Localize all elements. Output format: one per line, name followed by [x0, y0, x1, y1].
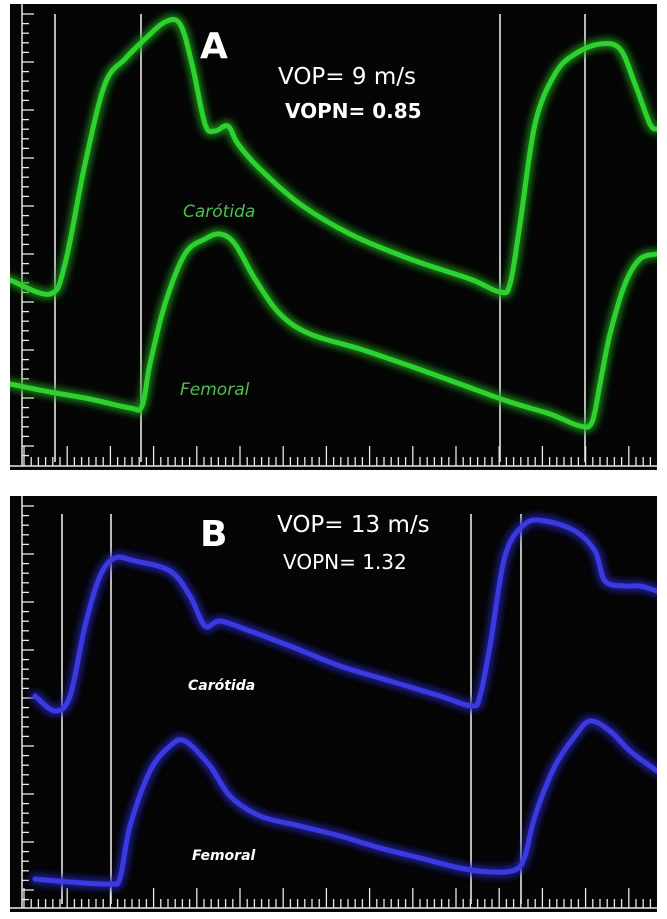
- vopn-value-b: VOPN= 1.32: [283, 550, 407, 574]
- carotid-wave-a-glow: [10, 13, 657, 300]
- waveform-plot-a: [10, 4, 657, 467]
- femoral-label-b: Femoral: [192, 848, 256, 864]
- carotid-wave-b: [32, 517, 657, 714]
- panel-letter-a: A: [200, 26, 228, 67]
- panel-a: A VOP= 9 m/s VOPN= 0.85 Carótida Femoral: [10, 4, 657, 470]
- waveform-plot-b: [10, 496, 657, 909]
- carotid-wave-a: [10, 16, 657, 297]
- vop-value-a: VOP= 9 m/s: [278, 64, 416, 90]
- femoral-wave-b: [32, 718, 657, 887]
- vop-value-b: VOP= 13 m/s: [277, 512, 430, 538]
- femoral-label-a: Femoral: [180, 380, 250, 400]
- carotid-wave-b-glow: [29, 514, 657, 717]
- carotid-label-b: Carótida: [188, 678, 256, 694]
- vopn-value-a: VOPN= 0.85: [285, 99, 422, 123]
- carotid-label-a: Carótida: [183, 202, 256, 222]
- panel-letter-b: B: [200, 514, 228, 555]
- panel-b: B VOP= 13 m/s VOPN= 1.32 Carótida Femora…: [10, 496, 657, 912]
- femoral-wave-b-glow: [29, 715, 657, 890]
- femoral-wave-a-glow: [10, 228, 657, 433]
- femoral-wave-a: [10, 231, 657, 430]
